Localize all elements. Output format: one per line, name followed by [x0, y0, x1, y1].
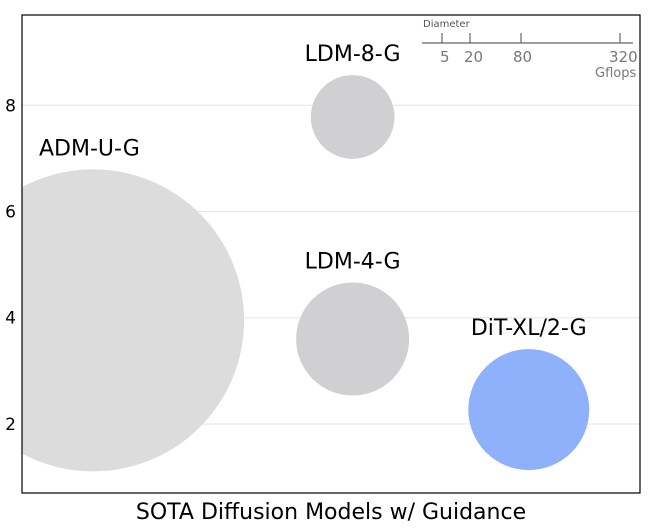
- size-legend-unit: Gflops: [595, 66, 636, 81]
- size-legend-value: 20: [464, 48, 483, 66]
- bubble: [468, 349, 590, 471]
- size-legend-title: Diameter: [423, 19, 471, 30]
- plot-frame: [21, 14, 641, 494]
- y-tick-label: 4: [5, 309, 16, 329]
- size-legend-value: 80: [513, 48, 532, 66]
- bubble: [22, 169, 245, 472]
- bubble: [296, 282, 410, 396]
- size-legend-value: 320: [609, 48, 638, 66]
- size-legend: Diameter 5 20 80 320 Gflops: [422, 19, 638, 81]
- bubbles: [22, 75, 590, 472]
- y-tick-label: 6: [5, 203, 16, 223]
- y-tick-label: 8: [5, 96, 16, 116]
- bubble: [310, 75, 395, 159]
- y-axis-ticks: 2 4 6 8: [5, 96, 16, 435]
- bubble-label: LDM-4-G: [305, 249, 401, 274]
- bubble-label: LDM-8-G: [305, 42, 401, 67]
- size-legend-ticks: 5 20 80 320: [440, 33, 638, 66]
- size-legend-value: 5: [440, 48, 450, 66]
- y-tick-label: 2: [5, 415, 16, 435]
- bubble-label: ADM-U-G: [39, 136, 140, 161]
- bubble-label: DiT-XL/2-G: [471, 316, 587, 341]
- x-axis-label: SOTA Diffusion Models w/ Guidance: [136, 500, 526, 525]
- bubble-labels: ADM-U-G LDM-8-G LDM-4-G DiT-XL/2-G: [39, 42, 587, 341]
